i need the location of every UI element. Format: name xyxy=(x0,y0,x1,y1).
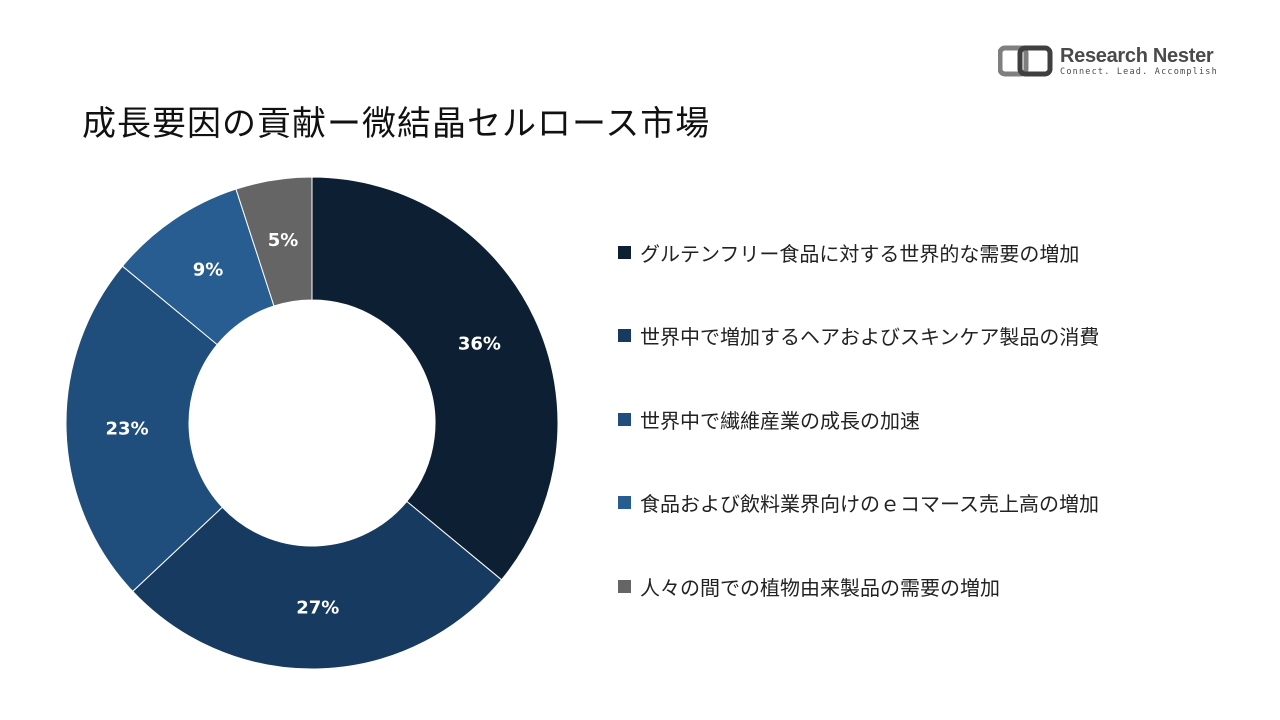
data-label-0: 36% xyxy=(458,334,501,355)
donut-slice-0 xyxy=(311,176,559,581)
legend-item-0: グルテンフリー食品に対する世界的な需要の増加 xyxy=(618,232,1099,272)
logo-tagline: Connect. Lead. Accomplish xyxy=(1060,67,1218,77)
donut-slice-2 xyxy=(65,265,224,593)
data-label-4: 5% xyxy=(268,230,299,251)
legend-swatch xyxy=(618,496,631,509)
donut-slice-4 xyxy=(235,176,313,307)
data-label-2: 23% xyxy=(106,418,149,439)
legend-swatch xyxy=(618,245,631,259)
legend-item-3: 食品および飲料業界向けのｅコマース売上高の増加 xyxy=(618,483,1099,523)
legend-item-4: 人々の間での植物由来製品の需要の増加 xyxy=(618,566,1099,606)
logo-name: Research Nester xyxy=(1060,45,1214,67)
legend-label: 世界中で増加するヘアおよびスキンケア製品の消費 xyxy=(640,325,1100,349)
research-nester-logo: Research Nester Connect. Lead. Accomplis… xyxy=(998,44,1218,78)
data-label-3: 9% xyxy=(193,259,224,280)
legend-item-1: 世界中で増加するヘアおよびスキンケア製品の消費 xyxy=(618,316,1099,356)
donut-chart: 36% 27% 23% 9% 5% xyxy=(65,176,559,670)
donut-labels: 36% 27% 23% 9% 5% xyxy=(106,230,501,619)
legend-swatch xyxy=(618,412,631,426)
legend-label: 人々の間での植物由来製品の需要の増加 xyxy=(640,575,1000,600)
research-nester-logo-icon xyxy=(998,45,1053,77)
donut-slices xyxy=(65,176,559,670)
legend-label: グルテンフリー食品に対する世界的な需要の増加 xyxy=(640,241,1080,266)
legend-item-2: 世界中で繊維産業の成長の加速 xyxy=(618,399,1099,439)
legend-swatch xyxy=(618,329,631,342)
legend-swatch xyxy=(618,579,631,593)
donut-slice-1 xyxy=(131,500,503,670)
chart-title: 成長要因の貢献ー微結晶セルロース市場 xyxy=(82,104,711,144)
chart-legend: グルテンフリー食品に対する世界的な需要の増加 世界中で増加するヘアおよびスキンケア… xyxy=(618,232,1099,650)
data-label-1: 27% xyxy=(296,597,339,618)
legend-label: 世界中で繊維産業の成長の加速 xyxy=(640,408,920,433)
legend-label: 食品および飲料業界向けのｅコマース売上高の増加 xyxy=(640,492,1099,516)
